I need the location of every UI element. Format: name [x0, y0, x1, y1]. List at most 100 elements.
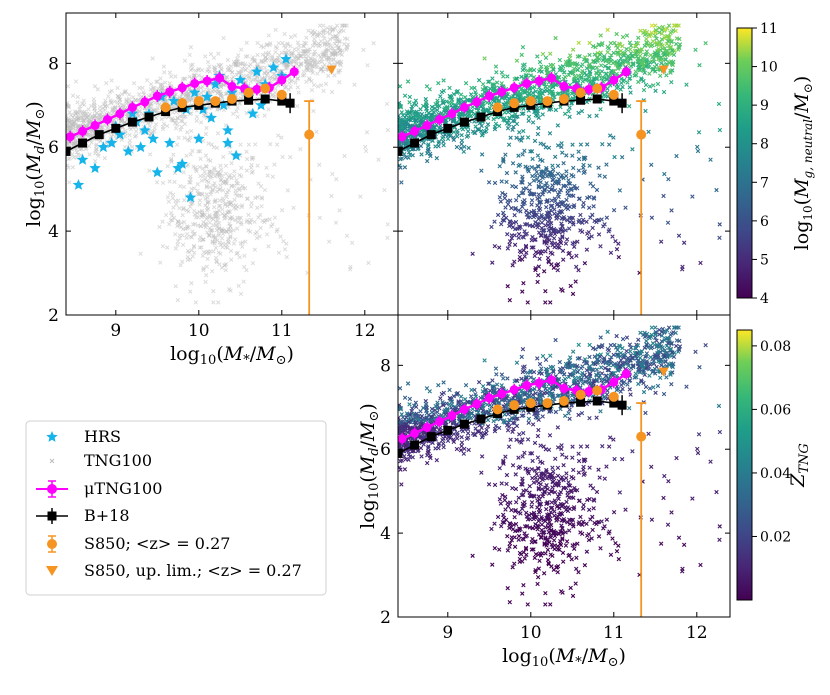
tng100-point-gas	[499, 221, 504, 227]
tng100-point-metallicity	[484, 387, 489, 393]
tng100-point	[273, 44, 278, 50]
tng100-point	[246, 212, 251, 218]
tng100-point-metallicity	[595, 353, 600, 358]
tng100-point	[123, 128, 128, 133]
tng100-point	[209, 142, 214, 147]
tng100-point-gas	[519, 180, 524, 185]
tng100-point	[224, 194, 229, 200]
tng100-point-gas	[493, 121, 499, 127]
tng100-point	[207, 64, 212, 69]
tng100-point-gas	[543, 84, 548, 89]
tng100-point	[192, 186, 197, 191]
tng100-point-metallicity	[472, 421, 477, 426]
tng100-point-gas	[536, 115, 541, 120]
tng100-point	[310, 64, 316, 69]
tng100-point	[68, 113, 74, 118]
tng100-point-gas	[695, 148, 701, 154]
tng100-point	[181, 184, 187, 190]
tng100-point	[190, 222, 196, 227]
tng100-point-gas	[522, 222, 528, 227]
tng100-point-gas	[597, 173, 602, 178]
tng100-point-gas	[444, 99, 449, 104]
tng100-point-metallicity	[459, 434, 464, 440]
tng100-point-gas	[532, 109, 537, 115]
tng100-point-gas	[636, 61, 642, 67]
tng100-point	[213, 245, 219, 250]
tng100-point-gas	[466, 145, 471, 151]
tng100-point-gas	[461, 149, 466, 154]
tng100-point	[304, 79, 309, 85]
tng100-point-metallicity	[655, 383, 661, 389]
tng100-point-gas	[589, 234, 594, 239]
tng100-point	[337, 208, 342, 213]
tng100-point	[325, 40, 331, 45]
tng100-point-gas	[569, 91, 575, 96]
tng100-point-gas	[524, 212, 529, 217]
tng100-point	[148, 82, 154, 87]
tng100-point	[115, 100, 120, 105]
tng100-point-gas	[572, 61, 577, 66]
tng100-point-gas	[484, 125, 489, 131]
tng100-point-gas	[625, 80, 630, 85]
tng100-point	[229, 257, 234, 262]
tng100-point	[182, 198, 187, 203]
tng100-point	[208, 51, 214, 57]
tng100-point	[238, 241, 243, 246]
tng100-point-gas	[698, 260, 703, 266]
tng100-point	[185, 130, 190, 135]
tng100-point-gas	[550, 163, 555, 168]
tng100-point	[385, 127, 391, 133]
tng100-point	[217, 174, 222, 179]
tng100-point-gas	[532, 138, 538, 144]
tng100-point-gas	[480, 87, 486, 92]
tng100-point	[325, 25, 330, 31]
tng100-point	[345, 45, 350, 50]
tng100-point-gas	[402, 151, 407, 157]
tng100-point	[188, 135, 193, 140]
tng100-point	[172, 179, 177, 185]
tng100-point	[320, 64, 326, 70]
tng100-point	[236, 283, 241, 289]
tng100-point	[337, 59, 342, 64]
tng100-point	[246, 64, 252, 69]
tng100-point	[185, 257, 190, 263]
tng100-point-gas	[567, 53, 573, 58]
tng100-point	[255, 205, 260, 210]
tng100-point-gas	[586, 205, 592, 210]
tng100-point-gas	[619, 155, 625, 160]
tng100-point	[250, 261, 256, 266]
tng100-point-gas	[483, 107, 488, 112]
tng100-point	[303, 56, 309, 62]
tng100-point-gas	[622, 58, 628, 63]
tng100-point	[338, 48, 343, 53]
tng100-point	[244, 40, 249, 45]
tng100-point	[270, 222, 275, 227]
tng100-point-gas	[400, 113, 406, 118]
tng100-point	[220, 188, 226, 193]
tng100-point-gas	[529, 202, 534, 207]
tng100-point	[190, 254, 195, 259]
tng100-point-gas	[533, 89, 538, 94]
tng100-point	[206, 251, 212, 256]
tng100-point-gas	[453, 104, 458, 109]
tng100-point	[217, 240, 222, 245]
tng100-point-gas	[654, 36, 659, 41]
tng100-point-gas	[479, 168, 484, 173]
tng100-point-gas	[669, 38, 674, 44]
tng100-point-gas	[516, 208, 521, 213]
tng100-point-gas	[508, 219, 513, 224]
tng100-point	[321, 54, 327, 59]
tng100-point-gas	[668, 70, 673, 75]
tng100-point	[295, 103, 300, 109]
tng100-point-gas	[566, 251, 571, 256]
tng100-point-gas	[614, 85, 619, 91]
tng100-point	[344, 233, 350, 238]
tng100-point	[324, 66, 329, 72]
tng100-point-gas	[527, 188, 532, 193]
tng100-point	[150, 56, 155, 61]
tng100-point-metallicity	[490, 378, 495, 383]
tng100-point-gas	[469, 109, 474, 115]
tng100-point-gas	[535, 273, 541, 278]
tng100-point	[214, 145, 220, 150]
tng100-point-gas	[509, 236, 514, 241]
